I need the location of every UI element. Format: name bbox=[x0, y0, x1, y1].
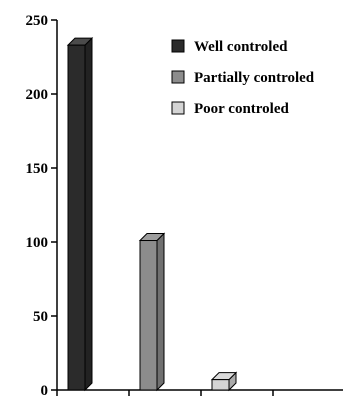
legend-item: Well controled bbox=[171, 39, 288, 55]
bar-front-face bbox=[139, 240, 158, 391]
bar-side-face bbox=[156, 232, 165, 392]
bar-front-face bbox=[211, 379, 230, 391]
axes bbox=[56, 20, 343, 396]
y-axis-ticks: 0 50 100 150 200 250 bbox=[26, 13, 57, 399]
y-tick-label: 50 bbox=[33, 309, 48, 325]
y-tick-label: 0 bbox=[41, 383, 49, 399]
legend-item: Partially controled bbox=[171, 70, 315, 86]
y-tick-label: 100 bbox=[26, 235, 49, 251]
legend-label: Well controled bbox=[194, 39, 288, 55]
legend-swatch bbox=[171, 39, 185, 53]
y-tick-label: 200 bbox=[26, 87, 49, 103]
legend: Well controled Partially controled Poor co… bbox=[171, 39, 315, 117]
bars bbox=[66, 36, 238, 392]
legend-swatch bbox=[171, 70, 185, 84]
legend-label: Poor controled bbox=[194, 101, 290, 117]
bar-front-face bbox=[67, 44, 86, 391]
bar-side-face bbox=[84, 36, 93, 392]
legend-label: Partially controled bbox=[194, 70, 315, 86]
bar bbox=[66, 36, 94, 392]
bar bbox=[210, 371, 238, 392]
y-tick-label: 250 bbox=[26, 13, 49, 29]
y-tick-label: 150 bbox=[26, 161, 49, 177]
legend-swatch bbox=[171, 101, 185, 115]
bar bbox=[138, 232, 166, 392]
legend-item: Poor controled bbox=[171, 101, 290, 117]
